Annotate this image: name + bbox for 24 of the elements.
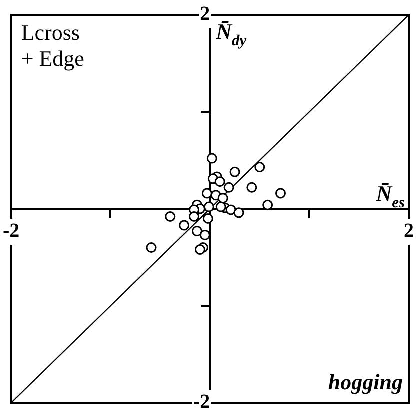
annotation: Lcross + Edge [21, 20, 84, 71]
point [262, 200, 274, 210]
point [226, 204, 236, 216]
point [276, 188, 286, 199]
point [246, 182, 258, 193]
point [194, 244, 206, 255]
point [165, 212, 176, 222]
point [200, 230, 210, 240]
point [189, 212, 200, 222]
point [216, 202, 226, 212]
point [224, 182, 234, 193]
point [230, 166, 240, 178]
annotation: hogging [328, 370, 403, 395]
point [179, 220, 190, 231]
point [234, 208, 244, 218]
point [202, 213, 214, 224]
point [254, 162, 266, 173]
point [192, 226, 202, 237]
point [214, 176, 226, 188]
point [146, 242, 157, 254]
point [204, 202, 214, 212]
point [206, 153, 218, 164]
point [218, 193, 228, 204]
point [202, 188, 212, 199]
